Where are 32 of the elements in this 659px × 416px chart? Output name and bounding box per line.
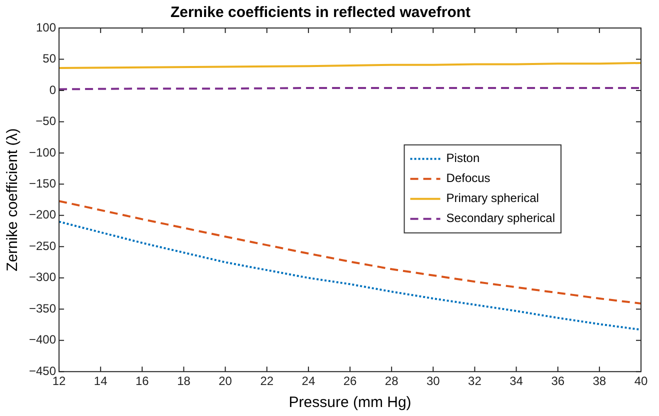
y-axis-title: Zernike coefficient (λ) <box>4 128 22 272</box>
chart-title: Zernike coefficients in reflected wavefront <box>170 4 471 22</box>
legend-label: Primary spherical <box>446 191 539 206</box>
y-tick-label: 0 <box>49 82 56 97</box>
y-tick-label: −400 <box>29 332 56 347</box>
y-tick-label: −350 <box>29 301 56 316</box>
x-tick-label: 32 <box>468 374 482 388</box>
x-tick-label: 16 <box>135 374 150 388</box>
y-tick-label: −50 <box>36 114 56 128</box>
x-tick-label: 22 <box>260 374 274 388</box>
x-axis-title: Pressure (mm Hg) <box>288 394 412 412</box>
y-tick-label: 50 <box>42 52 56 66</box>
legend-label: Piston <box>446 151 480 166</box>
x-tick-label: 18 <box>177 374 191 388</box>
legend-label: Defocus <box>446 171 490 186</box>
x-tick-label: 34 <box>510 374 524 388</box>
x-tick-label: 38 <box>592 374 606 388</box>
legend-label: Secondary spherical <box>446 211 556 226</box>
y-tick-label: −150 <box>29 176 56 190</box>
y-tick-label: −100 <box>29 145 56 160</box>
x-tick-label: 40 <box>634 374 648 388</box>
x-tick-label: 28 <box>384 374 399 388</box>
y-tick-label: −250 <box>29 238 56 253</box>
y-tick-label: −300 <box>29 270 56 284</box>
x-tick-label: 20 <box>218 374 232 388</box>
x-tick-label: 14 <box>94 374 108 388</box>
y-tick-label: −200 <box>29 208 56 222</box>
x-tick-label: 24 <box>302 374 316 388</box>
x-tick-label: 30 <box>426 374 440 388</box>
x-tick-label: 26 <box>343 374 358 388</box>
x-tick-label: 36 <box>551 374 565 388</box>
y-tick-label: 100 <box>36 20 56 34</box>
